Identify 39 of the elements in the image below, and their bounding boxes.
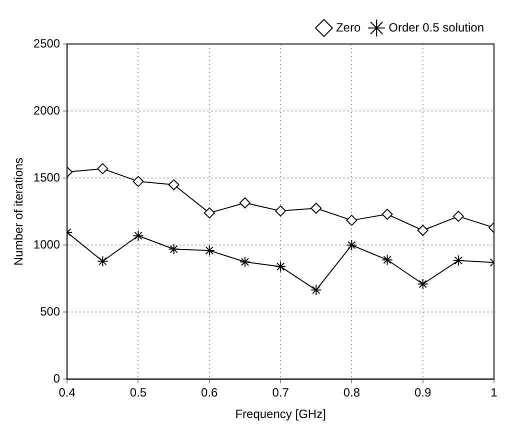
point — [417, 224, 428, 236]
x-tick-label: 1 — [490, 386, 498, 400]
legend-label: Zero — [336, 20, 361, 34]
point — [204, 207, 215, 218]
point — [275, 261, 286, 272]
y-tick-label: 2500 — [33, 36, 60, 50]
point — [346, 240, 358, 251]
point — [382, 254, 393, 266]
point — [452, 210, 464, 222]
point — [417, 278, 428, 290]
x-tick-label: 0.5 — [130, 386, 147, 400]
y-tick-label: 500 — [40, 304, 60, 318]
point — [382, 208, 393, 220]
point — [310, 284, 322, 296]
point — [239, 197, 250, 208]
y-tick-label: 0 — [53, 372, 60, 386]
point — [97, 163, 108, 174]
x-tick-label: 0.4 — [58, 386, 76, 400]
point — [132, 176, 144, 187]
point — [239, 256, 250, 268]
point — [204, 244, 215, 256]
point — [275, 205, 286, 216]
y-axis-title: Number of iterations — [12, 158, 26, 266]
legend-label: Order 0.5 solution — [388, 20, 484, 34]
point — [97, 256, 108, 267]
point — [310, 202, 322, 214]
x-axis-title: Frequency [GHz] — [235, 407, 326, 422]
x-tick-label: 0.8 — [343, 386, 360, 400]
point — [168, 179, 180, 190]
point — [168, 244, 180, 255]
y-tick-label: 1500 — [33, 170, 60, 184]
x-tick-label: 0.7 — [272, 386, 290, 400]
y-tick-label: 2000 — [33, 103, 60, 118]
x-tick-label: 0.9 — [414, 386, 432, 400]
point — [452, 255, 464, 266]
x-tick-label: 0.6 — [201, 386, 218, 400]
point — [132, 230, 144, 242]
point — [346, 214, 358, 226]
y-tick-label: 1000 — [33, 237, 60, 252]
